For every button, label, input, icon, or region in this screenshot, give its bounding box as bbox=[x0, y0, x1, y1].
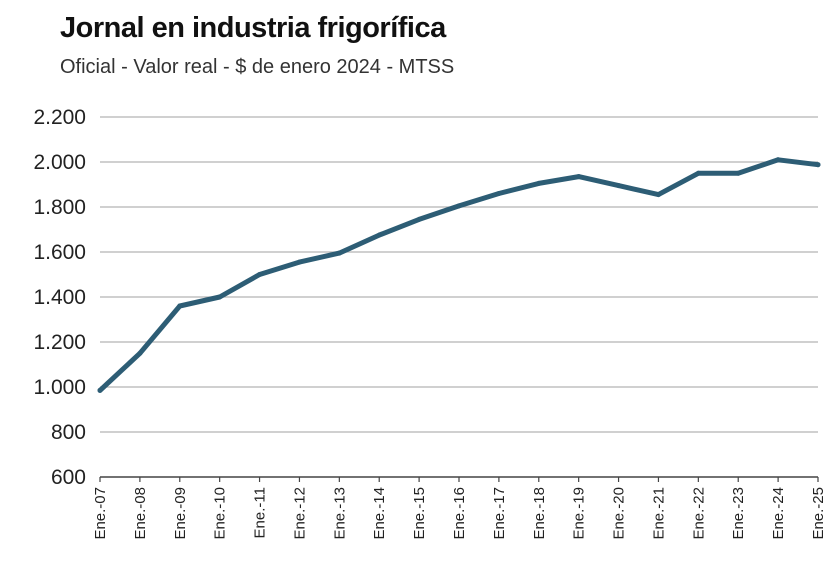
data-point bbox=[376, 232, 382, 238]
x-tick-label: Ene.-24 bbox=[770, 487, 787, 540]
x-tick-label: Ene.-11 bbox=[252, 487, 269, 538]
data-point bbox=[296, 259, 302, 265]
x-tick-label: Ene.-15 bbox=[411, 487, 428, 540]
data-point bbox=[217, 294, 223, 300]
y-tick-label: 800 bbox=[51, 421, 86, 444]
data-point bbox=[735, 170, 741, 176]
x-tick-label: Ene.-20 bbox=[611, 487, 628, 540]
y-tick-label: 1.200 bbox=[33, 331, 86, 354]
data-point bbox=[536, 180, 542, 186]
data-point bbox=[496, 191, 502, 196]
x-tick-label: Ene.-10 bbox=[212, 487, 229, 540]
y-tick-label: 600 bbox=[51, 466, 86, 489]
x-tick-label: Ene.-13 bbox=[331, 487, 348, 540]
y-tick-label: 1.400 bbox=[33, 286, 86, 309]
series-line bbox=[97, 157, 821, 393]
data-point bbox=[775, 157, 781, 163]
data-point bbox=[695, 170, 701, 176]
y-tick-label: 1.000 bbox=[33, 376, 86, 399]
x-tick-label: Ene.-09 bbox=[172, 487, 189, 540]
data-point bbox=[336, 250, 342, 256]
data-point bbox=[97, 387, 103, 393]
x-axis-ticks: Ene.-07 Ene.-08 Ene.-09 Ene.-10 Ene.-11 Ene.-… bbox=[92, 477, 827, 540]
data-point bbox=[655, 192, 661, 198]
data-point bbox=[177, 303, 183, 309]
data-point bbox=[616, 183, 622, 189]
x-tick-label: Ene.-18 bbox=[531, 487, 548, 540]
x-tick-label: Ene.-22 bbox=[690, 487, 707, 540]
x-tick-label: Ene.-21 bbox=[650, 487, 667, 540]
y-tick-label: 1.600 bbox=[33, 241, 86, 264]
x-tick-label: Ene.-12 bbox=[291, 487, 308, 540]
x-tick-label: Ene.-25 bbox=[810, 487, 827, 540]
x-tick-label: Ene.-19 bbox=[571, 487, 588, 540]
data-point bbox=[416, 216, 422, 222]
data-point bbox=[456, 203, 462, 209]
y-axis-ticks: 600 800 1.000 1.200 1.400 1.600 1.800 2.000 2.20… bbox=[33, 106, 86, 489]
data-point bbox=[137, 350, 143, 356]
x-tick-label: Ene.-07 bbox=[92, 487, 109, 540]
y-tick-label: 2.000 bbox=[33, 151, 86, 174]
data-point bbox=[257, 272, 263, 277]
y-tick-label: 2.200 bbox=[33, 106, 86, 129]
x-tick-label: Ene.-14 bbox=[371, 487, 388, 540]
x-tick-label: Ene.-17 bbox=[491, 487, 508, 540]
y-tick-label: 1.800 bbox=[33, 196, 86, 219]
chart-subtitle: Oficial - Valor real - $ de enero 2024 -… bbox=[60, 56, 455, 78]
chart-title: Jornal en industria frigorífica bbox=[60, 12, 446, 44]
x-tick-label: Ene.-08 bbox=[132, 487, 149, 540]
gridlines bbox=[100, 116, 818, 433]
x-tick-label: Ene.-16 bbox=[451, 487, 468, 540]
x-tick-label: Ene.-23 bbox=[730, 487, 747, 540]
data-point bbox=[815, 162, 821, 168]
series-layer bbox=[97, 157, 821, 393]
data-point bbox=[576, 174, 582, 180]
